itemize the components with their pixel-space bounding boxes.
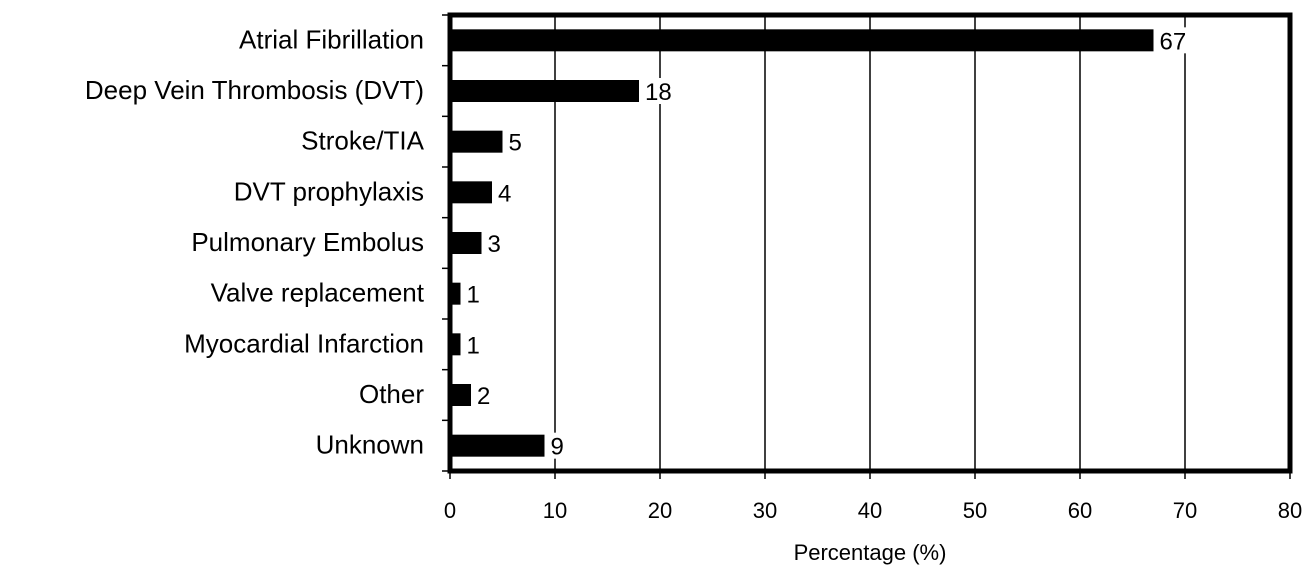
data-label: 18: [645, 79, 672, 106]
data-label-background: [485, 230, 503, 256]
data-label: 1: [467, 282, 480, 309]
bar: [450, 130, 503, 153]
data-label: 3: [488, 231, 501, 258]
category-label: DVT prophylaxis: [234, 176, 424, 206]
bars: [450, 29, 1154, 457]
bar: [450, 384, 471, 406]
data-label: 2: [477, 383, 490, 410]
x-tick-label: 70: [1173, 498, 1197, 523]
x-tick-label: 30: [753, 498, 777, 523]
data-label: 4: [498, 180, 511, 207]
data-label-background: [475, 382, 492, 408]
data-label-background: [548, 432, 566, 459]
category-label: Unknown: [316, 430, 424, 460]
bar: [450, 434, 545, 457]
data-label-background: [1157, 27, 1188, 54]
category-label: Deep Vein Thrombosis (DVT): [85, 75, 424, 105]
data-label-background: [496, 179, 513, 206]
x-tick-label: 0: [444, 498, 456, 523]
category-label: Stroke/TIA: [301, 126, 424, 156]
axis-ticks: [442, 14, 1291, 479]
data-label: 67: [1160, 28, 1187, 55]
bar: [450, 29, 1154, 52]
x-tick-label: 20: [648, 498, 672, 523]
category-label: Valve replacement: [211, 278, 425, 308]
x-tick-labels: 0 10 20 30 40 50 60 70 80: [444, 498, 1302, 523]
bar: [450, 80, 639, 102]
bar: [450, 282, 461, 305]
data-label: 1: [467, 332, 480, 359]
data-label-background: [506, 128, 524, 155]
x-tick-label: 80: [1278, 498, 1302, 523]
category-label: Other: [359, 379, 424, 409]
x-tick-label: 50: [963, 498, 987, 523]
data-label: 5: [509, 130, 522, 157]
category-label: Pulmonary Embolus: [191, 227, 424, 257]
bar: [450, 232, 482, 254]
data-label-background: [643, 78, 673, 104]
x-tick-label: 60: [1068, 498, 1092, 523]
data-label-background: [464, 331, 482, 358]
x-tick-label: 10: [543, 498, 567, 523]
category-labels: Atrial Fibrillation Deep Vein Thrombosis …: [85, 24, 425, 459]
bar: [450, 333, 461, 356]
x-axis-title: Percentage (%): [794, 540, 947, 565]
data-label: 9: [551, 434, 564, 461]
x-tick-label: 40: [858, 498, 882, 523]
bar: [450, 181, 492, 204]
data-label-background: [464, 280, 482, 307]
category-label: Atrial Fibrillation: [239, 24, 424, 54]
category-label: Myocardial Infarction: [184, 328, 424, 358]
